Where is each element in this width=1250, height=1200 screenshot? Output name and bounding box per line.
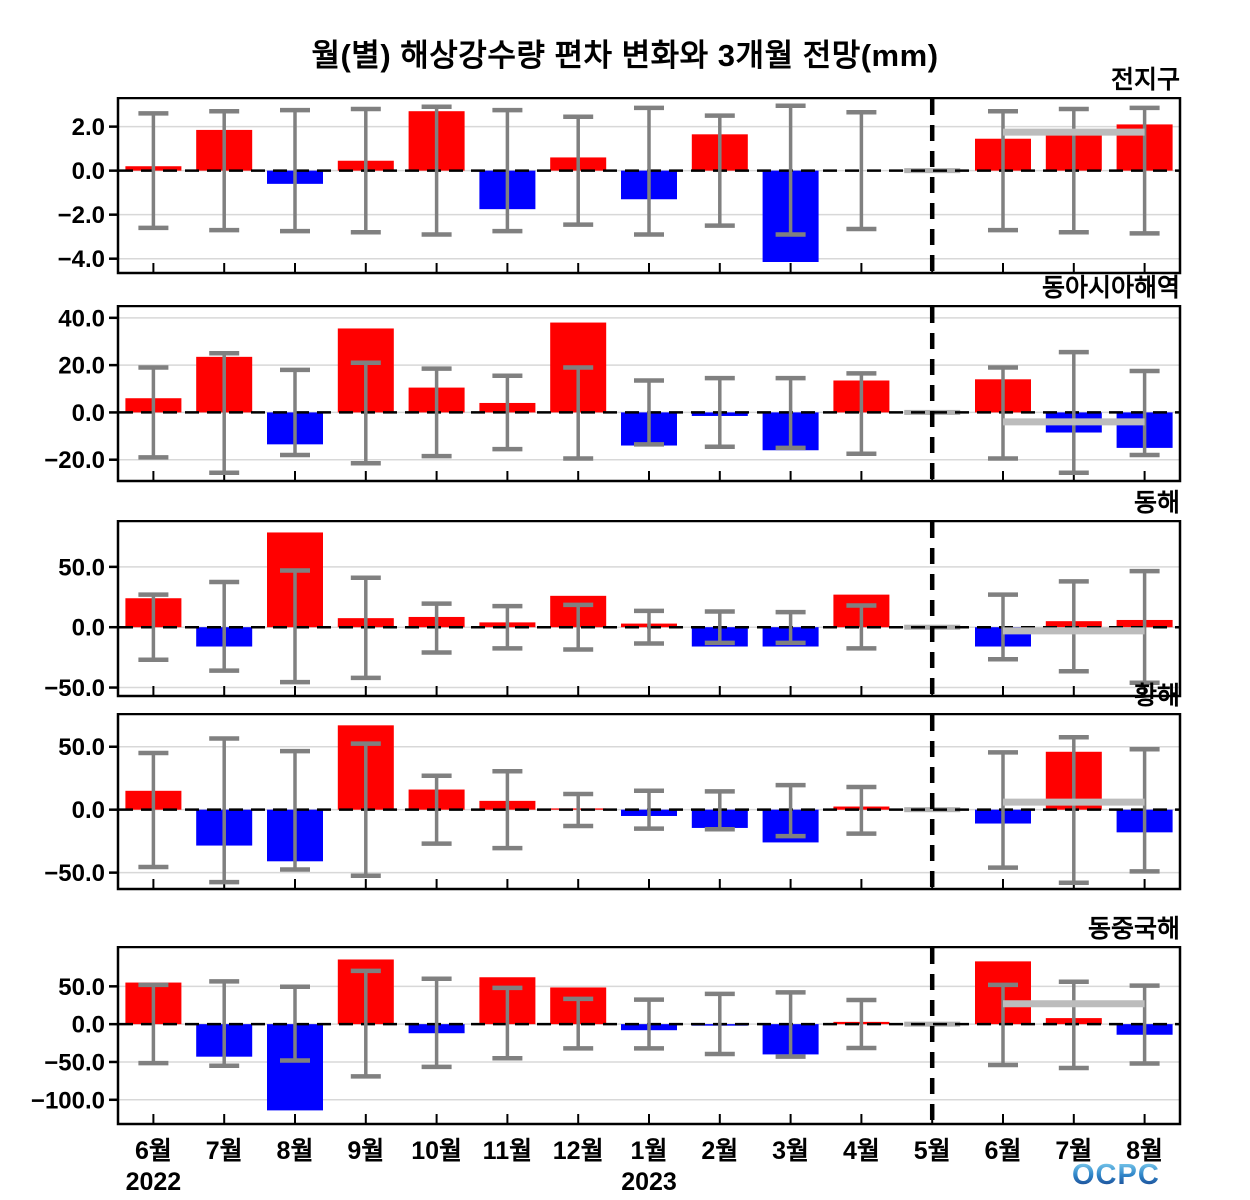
y-tick-label: −50.0: [44, 1049, 105, 1076]
x-month-label-4: 10월: [411, 1137, 462, 1165]
y-tick-label: 20.0: [58, 353, 105, 380]
panel-frame: [116, 713, 1182, 891]
x-month-label-2: 8월: [276, 1137, 314, 1165]
y-tick-label: −20.0: [44, 447, 105, 474]
y-tick-label: 50.0: [58, 734, 105, 761]
y-tick-label: −50.0: [44, 860, 105, 887]
y-tick-label: −100.0: [31, 1087, 105, 1114]
panel-chart-4: 50.0 0.0 −50.0 −100.0: [31, 946, 1182, 1126]
x-month-label-1: 7월: [205, 1137, 243, 1165]
panel-label-0: 전지구: [1110, 66, 1180, 94]
y-tick-label: 50.0: [58, 974, 105, 1001]
x-month-label-5: 11월: [482, 1137, 533, 1165]
x-month-label-7: 1월: [630, 1137, 668, 1165]
no-data-marker: [904, 1021, 961, 1027]
y-tick-label: 0.0: [72, 158, 105, 185]
y-tick-label: −2.0: [58, 202, 105, 229]
y-tick-label: 0.0: [72, 1012, 105, 1039]
x-month-label-13: 7월: [1055, 1137, 1093, 1165]
ocpc-logo-svg: OCPC: [1072, 1159, 1160, 1191]
chart-title: 월(별) 해상강수량 편차 변화와 3개월 전망(mm): [311, 38, 939, 73]
x-month-label-9: 3월: [772, 1137, 810, 1165]
x-month-label-12: 6월: [984, 1137, 1022, 1165]
panel-frame: [116, 97, 1182, 275]
panel-chart-0: 2.0 0.0 −2.0 −4.0: [58, 97, 1182, 275]
year-label-2022: 2022: [125, 1168, 182, 1196]
y-tick-label: 50.0: [58, 554, 105, 581]
y-tick-label: 0.0: [72, 797, 105, 824]
y-tick-label: 2.0: [72, 114, 105, 141]
x-month-label-11: 5월: [913, 1137, 951, 1165]
y-tick-label: −4.0: [58, 246, 105, 273]
x-month-label-3: 9월: [347, 1137, 385, 1165]
panel-chart-2: 50.0 0.0 −50.0: [44, 520, 1182, 699]
panel-label-2: 동해: [1133, 489, 1180, 517]
year-label-2023: 2023: [621, 1168, 677, 1196]
panel-frame: [116, 305, 1182, 483]
ocpc-logo-text: OCPC: [1072, 1159, 1160, 1191]
panel-label-4: 동중국해: [1087, 915, 1180, 943]
x-month-label-8: 2월: [701, 1137, 739, 1165]
y-tick-label: 0.0: [72, 400, 105, 427]
y-tick-label: 0.0: [72, 615, 105, 642]
panel-label-1: 동아시아해역: [1041, 274, 1180, 302]
x-month-label-14: 8월: [1126, 1137, 1164, 1165]
panel-chart-1: 40.0 20.0 0.0 −20.0: [44, 305, 1182, 483]
panel-label-3: 황해: [1133, 682, 1180, 710]
panel-frame: [116, 520, 1182, 698]
x-month-label-6: 12월: [552, 1137, 604, 1165]
y-tick-label: 40.0: [58, 305, 105, 332]
ocpc-logo: OCPC: [1072, 1156, 1182, 1194]
panel-chart-3: 50.0 0.0 −50.0: [44, 713, 1182, 891]
panel-frame: [116, 946, 1182, 1126]
x-month-label-0: 6월: [134, 1137, 172, 1165]
no-data-marker: [904, 807, 961, 813]
y-tick-label: −50.0: [44, 675, 105, 699]
x-month-label-10: 4월: [842, 1137, 880, 1165]
no-data-marker: [904, 168, 961, 174]
